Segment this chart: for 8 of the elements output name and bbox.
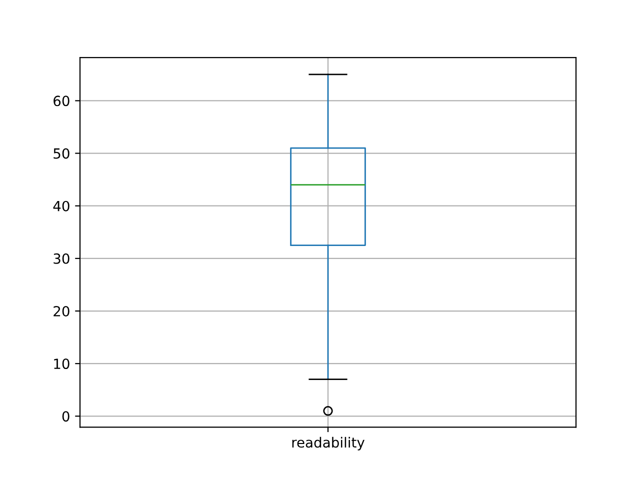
y-tick-label: 10 — [54, 358, 70, 370]
y-tick-label: 40 — [53, 200, 70, 212]
y-tick-label: 50 — [54, 148, 70, 159]
x-tick-label: readability — [292, 436, 365, 450]
y-tick-label: 30 — [54, 253, 70, 264]
y-tick-label: 20 — [54, 306, 70, 316]
y-tick-label: 0 — [62, 411, 70, 422]
y-tick-label: 60 — [54, 96, 70, 106]
